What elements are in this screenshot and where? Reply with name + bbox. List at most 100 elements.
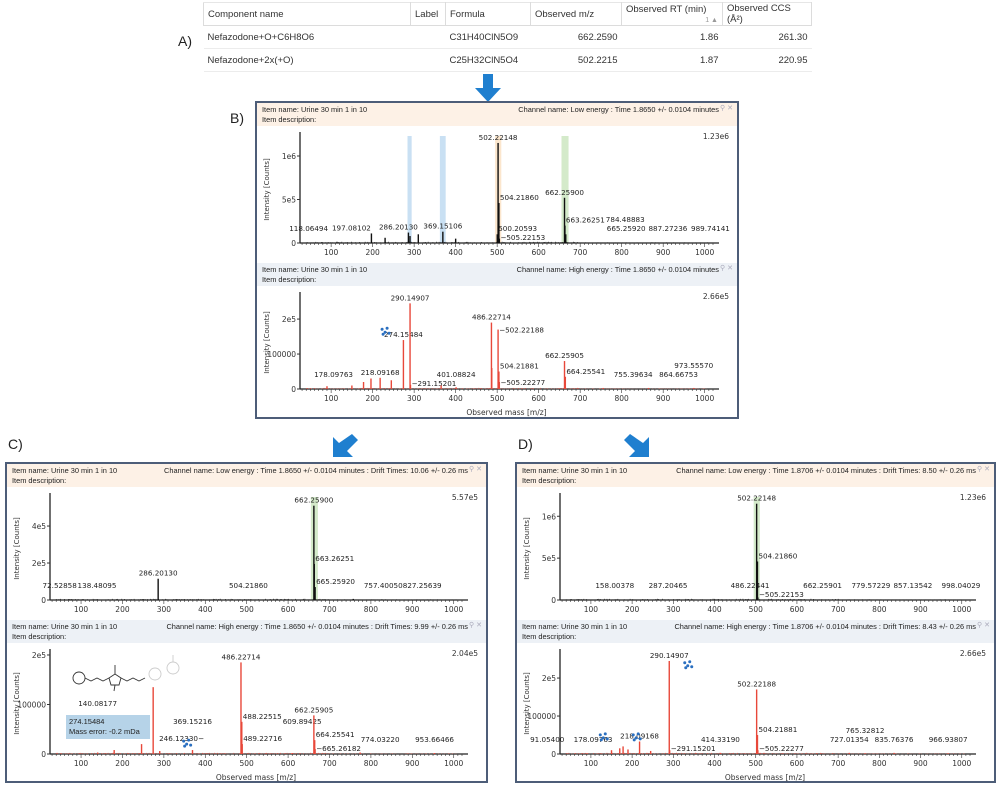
peak-label: 827.25639 [403, 581, 442, 590]
peak-label: 504.21860 [229, 581, 268, 590]
peak-label: 369.15216 [173, 717, 212, 726]
table-row[interactable]: Nefazodone+O+C6H8O6 C31H40ClN5O9 662.2590 1… [203, 25, 812, 49]
peak-label: 784.48883 [606, 215, 645, 224]
pin-icon[interactable]: ⚲ [469, 622, 477, 629]
y-tick-label: 0 [41, 750, 46, 759]
item-description: Item description: [12, 631, 67, 641]
x-tick-label: 500 [490, 394, 505, 403]
x-tick-label: 200 [365, 394, 380, 403]
table-cell: 662.2590 [530, 25, 622, 49]
table-cell [410, 48, 446, 72]
x-tick-label: 1000 [952, 605, 971, 614]
peak-label: −665.26182 [316, 744, 361, 753]
y-tick-label: 2e5 [32, 559, 46, 568]
column-header-ccs[interactable]: Observed CCS (Å²) [722, 2, 812, 26]
peak-label: 989.74141 [691, 224, 730, 233]
peak-label: 138.48095 [78, 581, 117, 590]
x-tick-label: 1000 [695, 248, 714, 257]
pin-icon[interactable]: ⚲ [977, 622, 985, 629]
ymax-label: 5.57e5 [452, 493, 478, 502]
column-header-mz[interactable]: Observed m/z [530, 2, 622, 26]
pin-icon[interactable]: ⚲ [720, 265, 728, 272]
peak-label: 414.33190 [701, 735, 740, 744]
x-tick-label: 200 [115, 605, 130, 614]
highlight-band [439, 136, 446, 243]
x-axis-label: Observed mass [m/z] [216, 773, 296, 782]
peak-label: 489.22716 [243, 734, 282, 743]
column-header-component[interactable]: Component name [203, 2, 411, 26]
peak-label: 953.66466 [415, 735, 454, 744]
spectrum-chart: 100 200 300 400 500 600 700 800 900 1000 0 100000 2e… [263, 292, 729, 417]
column-header-formula[interactable]: Formula [445, 2, 531, 26]
peak-label: 664.25541 [566, 367, 605, 376]
table-cell: C25H32ClN5O4 [445, 48, 531, 72]
close-icon[interactable]: ✕ [727, 105, 733, 112]
peak-label: 966.93807 [929, 735, 968, 744]
peak-label: 500.20593 [498, 224, 537, 233]
header-icons: ⚲ ✕ [977, 621, 990, 631]
item-name: Item name: Urine 30 min 1 in 10 [12, 622, 118, 631]
x-tick-label: 700 [831, 759, 846, 768]
fragment-icon[interactable] [380, 326, 391, 336]
x-tick-label: 800 [872, 605, 887, 614]
close-icon[interactable]: ✕ [984, 622, 990, 629]
x-tick-label: 800 [615, 248, 630, 257]
pin-icon[interactable]: ⚲ [469, 466, 477, 473]
y-tick-label: 100000 [17, 700, 46, 709]
x-tick-label: 800 [364, 605, 379, 614]
x-tick-label: 1000 [444, 759, 463, 768]
peak-label: 835.76376 [875, 735, 914, 744]
x-tick-label: 900 [405, 759, 420, 768]
x-axis-label: Observed mass [m/z] [725, 773, 805, 782]
spectrum-chart: 100 200 300 400 500 600 700 800 900 1000 0 2e5 4e5 5.… [13, 493, 478, 614]
y-tick-label: 2e5 [282, 315, 296, 324]
close-icon[interactable]: ✕ [727, 265, 733, 272]
y-tick-label: 0 [551, 750, 556, 759]
x-axis-label: Observed mass [m/z] [466, 408, 546, 417]
y-axis-label: Intensity [Counts] [13, 517, 21, 580]
table-cell: C31H40ClN5O9 [445, 25, 531, 49]
close-icon[interactable]: ✕ [476, 466, 482, 473]
column-header-rt[interactable]: Observed RT (min) 1 ▲ [621, 2, 723, 26]
arrow-down-icon [475, 74, 501, 102]
table-cell: 220.95 [722, 48, 812, 72]
tooltip-mass-error: Mass error: -0.2 mDa [69, 727, 140, 736]
peak-label: 504.21860 [758, 551, 797, 560]
peak-label: 290.14907 [391, 293, 430, 302]
table-cell: Nefazodone+O+C6H8O6 [203, 25, 411, 49]
peak-label: 488.22515 [243, 712, 282, 721]
fragment-icon[interactable] [631, 732, 642, 742]
y-tick-label: 1e6 [542, 512, 556, 521]
pin-icon[interactable]: ⚲ [977, 466, 985, 473]
close-icon[interactable]: ✕ [476, 622, 482, 629]
x-tick-label: 100 [74, 759, 89, 768]
pin-icon[interactable]: ⚲ [720, 105, 728, 112]
table-row[interactable]: Nefazodone+2x(+O) C25H32ClN5O4 502.2215 1.8… [203, 48, 812, 72]
column-header-label[interactable]: Label [410, 2, 446, 26]
x-tick-label: 400 [707, 605, 722, 614]
peak-label: 864.66753 [659, 370, 698, 379]
fragment-icon[interactable] [598, 732, 609, 742]
x-tick-label: 800 [615, 394, 630, 403]
item-description: Item description: [262, 274, 317, 284]
fragment-icon[interactable] [683, 660, 694, 670]
peak-label: 502.22188 [737, 679, 776, 688]
fragment-icon[interactable] [182, 738, 193, 748]
x-tick-label: 200 [365, 248, 380, 257]
y-tick-label: 100000 [267, 350, 296, 359]
peak-label: 502.22148 [479, 133, 518, 142]
peak-label: 502.22148 [737, 494, 776, 503]
x-tick-label: 600 [790, 759, 805, 768]
peak-label: −291.15201 [411, 379, 456, 388]
table-cell [410, 25, 446, 49]
panel-label-d: D) [518, 436, 533, 452]
close-icon[interactable]: ✕ [984, 466, 990, 473]
peak-label: 765.32812 [846, 726, 885, 735]
peak-label: 369.15106 [423, 222, 462, 231]
high-energy-header: Item name: Urine 30 min 1 in 10 Item desc… [517, 620, 994, 643]
y-axis-label: Intensity [Counts] [523, 517, 531, 580]
high-energy-header: Item name: Urine 30 min 1 in 10 Item desc… [257, 263, 737, 286]
sort-ascending-icon[interactable]: 1 ▲ [705, 17, 718, 24]
x-tick-label: 600 [532, 248, 547, 257]
x-tick-label: 800 [364, 759, 379, 768]
